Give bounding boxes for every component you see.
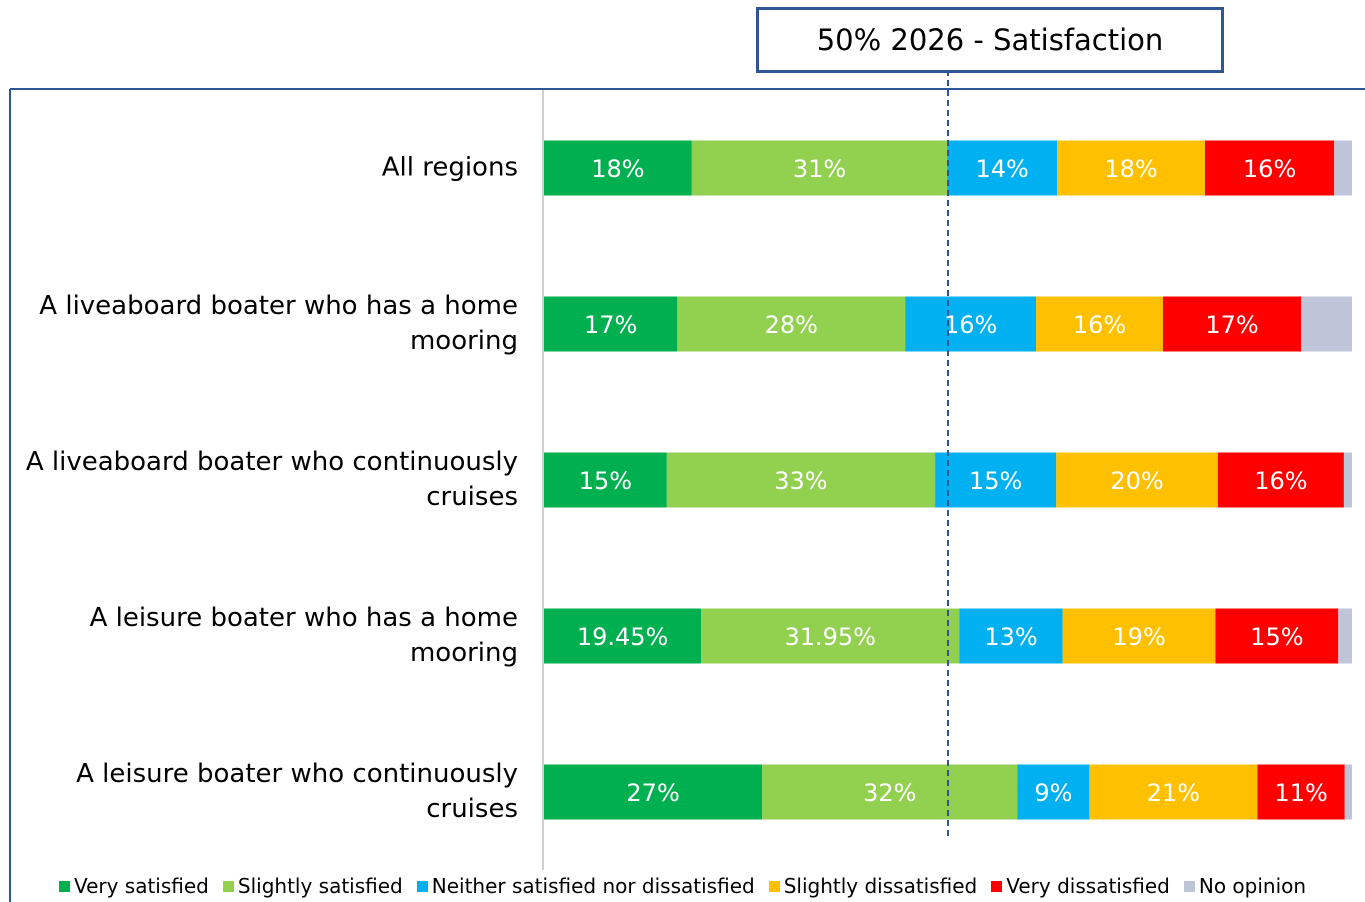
legend-label: Very dissatisfied <box>1006 874 1170 898</box>
bar-segment <box>544 764 763 820</box>
bar-segment <box>947 140 1058 196</box>
legend-label: Very satisfied <box>73 874 209 898</box>
bar-segment <box>1017 764 1090 820</box>
bar-segment <box>544 452 667 508</box>
data-label: 33% <box>774 467 827 495</box>
data-label: 9% <box>1034 779 1072 807</box>
category-label: A liveaboard boater who continuously cru… <box>25 447 518 512</box>
data-label: 19.45% <box>577 623 669 651</box>
data-label: 27% <box>626 779 679 807</box>
category-label: A leisure boater who continuously cruise… <box>76 759 518 824</box>
legend-item: Slightly dissatisfied <box>768 874 978 898</box>
legend-label: Slightly dissatisfied <box>783 874 978 898</box>
legend-swatch <box>991 880 1003 892</box>
bar-segment <box>1057 140 1205 196</box>
data-label: 31.95% <box>784 623 876 651</box>
bar-segment <box>544 140 692 196</box>
data-label: 15% <box>1250 623 1303 651</box>
bar-segment <box>1338 608 1352 664</box>
legend-label: Slightly satisfied <box>237 874 403 898</box>
data-label: 14% <box>975 155 1028 183</box>
bar-segment <box>1162 296 1302 352</box>
legend-swatch <box>58 880 70 892</box>
legend-item: Neither satisfied nor dissatisfied <box>416 874 755 898</box>
bar-segment <box>1217 452 1344 508</box>
bar-segment <box>1215 608 1339 664</box>
data-label: 18% <box>1104 155 1157 183</box>
bar-segment <box>701 608 960 664</box>
data-label: 16% <box>1243 155 1296 183</box>
legend-item: Very dissatisfied <box>991 874 1170 898</box>
legend-swatch <box>768 880 780 892</box>
bar-segment <box>1257 764 1345 820</box>
bar-segment <box>935 452 1057 508</box>
bar-segment <box>1301 296 1352 352</box>
legend-swatch <box>416 880 428 892</box>
data-label: 32% <box>863 779 916 807</box>
data-label: 16% <box>1254 467 1307 495</box>
target-label: 50% 2026 - Satisfaction <box>756 7 1224 73</box>
data-label: 16% <box>1073 311 1126 339</box>
legend-swatch <box>1183 880 1195 892</box>
bar-segment <box>1056 452 1218 508</box>
bar-segment <box>691 140 948 196</box>
category-label: A leisure boater who has a home mooring <box>89 603 518 668</box>
bar-segment <box>1036 296 1163 352</box>
bar-segment <box>666 452 936 508</box>
category-label: All regions <box>381 152 518 183</box>
bar-segment <box>1334 140 1352 196</box>
data-label: 21% <box>1147 779 1200 807</box>
bar-segment <box>677 296 906 352</box>
legend-label: No opinion <box>1198 874 1307 898</box>
legend-item: Slightly satisfied <box>222 874 403 898</box>
data-label: 17% <box>584 311 637 339</box>
bar-segment <box>905 296 1037 352</box>
data-label: 16% <box>944 311 997 339</box>
data-label: 31% <box>793 155 846 183</box>
bar-segment <box>1204 140 1335 196</box>
data-label: 18% <box>591 155 644 183</box>
bar-segment <box>959 608 1063 664</box>
data-label: 19% <box>1112 623 1165 651</box>
bar-segment <box>1344 764 1352 820</box>
data-label: 13% <box>984 623 1037 651</box>
bar-segment <box>544 296 678 352</box>
legend-swatch <box>222 880 234 892</box>
legend-label: Neither satisfied nor dissatisfied <box>431 874 755 898</box>
bar-segment <box>762 764 1018 820</box>
data-label: 28% <box>765 311 818 339</box>
legend-item: Very satisfied <box>58 874 209 898</box>
bar-segment <box>1062 608 1216 664</box>
data-label: 15% <box>579 467 632 495</box>
data-label: 11% <box>1274 779 1327 807</box>
data-label: 20% <box>1110 467 1163 495</box>
data-label: 15% <box>969 467 1022 495</box>
bar-segment <box>1089 764 1258 820</box>
bar-segment <box>1343 452 1352 508</box>
legend: Very satisfied Slightly satisfied Neither … <box>0 874 1365 898</box>
bar-segment <box>544 608 702 664</box>
category-label: A liveaboard boater who has a home moori… <box>39 291 518 356</box>
legend-item: No opinion <box>1183 874 1307 898</box>
data-label: 17% <box>1205 311 1258 339</box>
